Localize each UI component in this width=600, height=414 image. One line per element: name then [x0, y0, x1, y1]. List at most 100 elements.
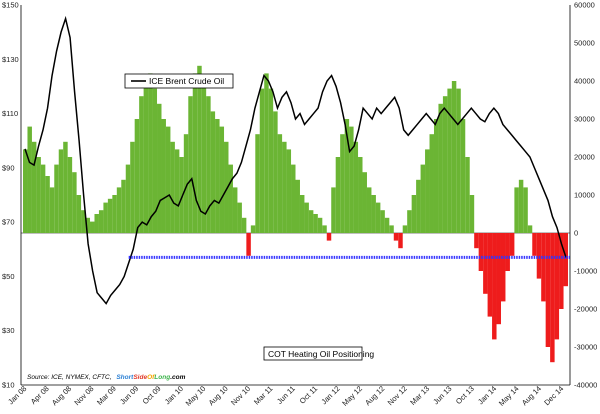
legend-entry-brent: ICE Brent Crude Oil [149, 76, 224, 86]
positioning-bar [116, 187, 122, 233]
left-tick-label: $30 [2, 326, 15, 335]
positioning-bar [273, 111, 278, 233]
positioning-bar [366, 187, 372, 233]
positioning-bar [371, 195, 376, 233]
positioning-bar [291, 164, 296, 233]
positioning-bar [268, 88, 274, 233]
x-tick-label: Oct 13 [454, 384, 476, 406]
positioning-label-box [263, 346, 363, 361]
positioning-bar [90, 221, 95, 233]
x-tick-label: Mar 09 [95, 384, 118, 407]
positioning-bar [206, 96, 211, 233]
positioning-bar [183, 134, 189, 233]
positioning-bar [532, 233, 537, 256]
right-tick-label: 30000 [574, 115, 595, 124]
positioning-bar [465, 157, 470, 233]
positioning-bar [121, 179, 126, 233]
x-tick-label: Aug 14 [520, 384, 543, 407]
positioning-bar [340, 134, 345, 233]
positioning-bar [331, 187, 336, 233]
positioning-bar [161, 119, 166, 233]
x-tick-label: Jan 12 [319, 384, 341, 406]
brent-line-group [24, 15, 567, 305]
positioning-bar [304, 202, 309, 233]
positioning-bar [94, 214, 99, 233]
positioning-bar [411, 195, 417, 233]
left-tick-label: $50 [2, 272, 15, 281]
source-brand-dotcom: .com [170, 374, 185, 381]
positioning-bar [58, 149, 64, 233]
positioning-bar [478, 233, 484, 271]
x-tick-label: Dec 14 [542, 384, 565, 407]
positioning-bar [487, 233, 493, 317]
positioning-bar [295, 179, 300, 233]
right-tick-label: 0 [574, 229, 578, 238]
right-axis-ticks: -40000 -30000 -20000 -10000 0 10000 20000 30000… [574, 1, 597, 390]
positioning-bar [299, 195, 305, 233]
positioning-bar [54, 164, 59, 233]
positioning-bar [237, 202, 242, 233]
x-tick-label: Jan 10 [163, 384, 185, 406]
positioning-bar [215, 119, 220, 233]
positioning-bar [545, 233, 551, 347]
positioning-bar [170, 141, 175, 233]
positioning-bar [125, 164, 131, 233]
left-tick-label: $130 [2, 55, 19, 64]
x-tick-label: Jun 13 [431, 384, 453, 406]
positioning-bar [134, 119, 140, 233]
legend: ICE Brent Crude Oil [124, 73, 234, 89]
right-tick-label: -40000 [574, 381, 597, 390]
positioning-bar [393, 233, 399, 241]
x-tick-label: May 12 [340, 384, 364, 408]
positioning-bar [23, 149, 28, 233]
positioning-bar [514, 187, 519, 233]
right-tick-label: -20000 [574, 305, 597, 314]
positioning-bar [148, 73, 153, 234]
x-tick-label: Jun 09 [118, 384, 140, 406]
positioning-bar [402, 225, 408, 233]
right-tick-label: -30000 [574, 343, 597, 352]
positioning-bar [550, 233, 555, 363]
source-note: Source: ICE, NYMEX, CFTC, ShortSideOfLon… [27, 374, 186, 381]
x-tick-label: Jun 11 [275, 384, 297, 406]
positioning-bar [492, 233, 497, 340]
positioning-bar [165, 126, 171, 233]
positioning-bar [500, 233, 506, 302]
source-brand-of: Of [147, 374, 155, 381]
positioning-bar [157, 103, 162, 233]
positioning-bar [509, 233, 515, 256]
positioning-bar [277, 134, 283, 233]
positioning-bar [179, 157, 184, 233]
positioning-bar [143, 81, 149, 233]
positioning-bar [103, 202, 108, 233]
positioning-bar [398, 233, 403, 249]
positioning-bar [286, 149, 292, 233]
right-tick-label: 50000 [574, 39, 595, 48]
positioning-bar [241, 217, 247, 233]
positioning-bar [308, 210, 314, 233]
x-tick-label: Apr 08 [29, 384, 51, 406]
left-tick-label: $110 [2, 109, 18, 118]
right-tick-label: 60000 [574, 1, 595, 10]
positioning-bar [407, 210, 412, 233]
positioning-bar [438, 103, 443, 233]
positioning-bar [447, 88, 452, 233]
positioning-bar [460, 119, 466, 233]
left-tick-label: $70 [2, 218, 15, 227]
positioning-bar [76, 195, 82, 233]
positioning-bar [322, 225, 327, 233]
positioning-bar [420, 164, 426, 233]
positioning-bar [469, 195, 475, 233]
positioning-bar [425, 149, 430, 233]
positioning-bar [36, 157, 41, 233]
positioning-bar [384, 217, 390, 233]
positioning-bar [49, 187, 55, 233]
source-brand-side: Side [133, 374, 147, 381]
positioning-bar [496, 233, 501, 325]
positioning-bar [210, 111, 216, 233]
positioning-bar [563, 233, 568, 287]
positioning-bar [541, 233, 546, 302]
x-tick-label: Oct 11 [298, 384, 320, 406]
source-brand-short: Short [116, 374, 134, 381]
